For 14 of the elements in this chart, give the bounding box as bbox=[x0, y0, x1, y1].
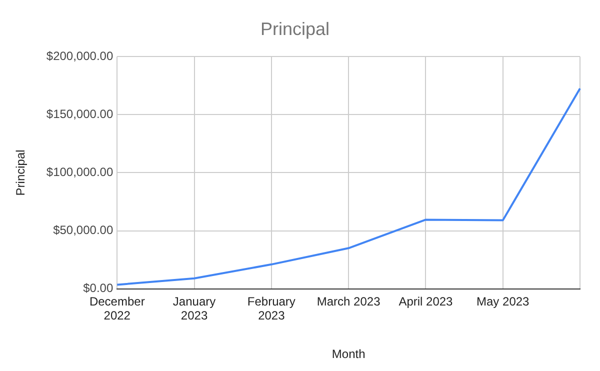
y-tick-label: $100,000.00 bbox=[46, 165, 114, 180]
x-axis-title: Month bbox=[332, 347, 366, 362]
x-tick-label: March 2023 bbox=[316, 294, 381, 308]
chart-title: Principal bbox=[260, 18, 330, 39]
y-tick-label: $50,000.00 bbox=[53, 223, 114, 238]
x-tick-label: January 2023 bbox=[172, 294, 216, 323]
x-tick-label: April 2023 bbox=[398, 294, 454, 308]
x-tick-label: February 2023 bbox=[247, 294, 296, 323]
x-tick-label: December 2022 bbox=[89, 294, 145, 323]
y-tick-label: $0.00 bbox=[83, 281, 114, 296]
y-axis-title: Principal bbox=[14, 150, 28, 196]
x-tick-label: May 2023 bbox=[476, 294, 530, 308]
y-tick-label: $200,000.00 bbox=[46, 48, 114, 63]
y-tick-label: $150,000.00 bbox=[46, 106, 114, 121]
